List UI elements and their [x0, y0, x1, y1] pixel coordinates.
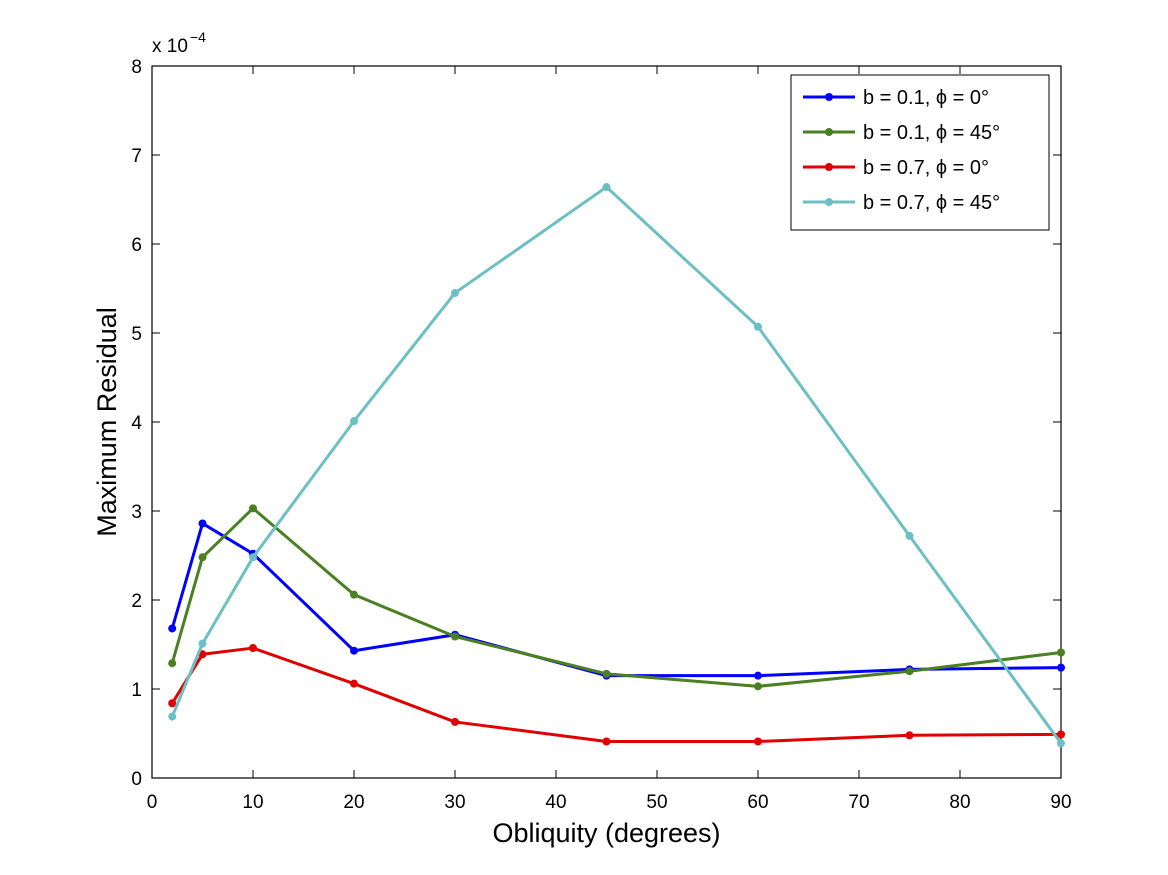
- data-point: [168, 712, 177, 721]
- data-point: [350, 646, 358, 655]
- series-2: [168, 504, 1065, 691]
- legend-label: b = 0.7, ϕ = 0°: [863, 157, 989, 179]
- x-tick-label: 40: [545, 792, 566, 813]
- data-point: [451, 288, 459, 297]
- data-point: [350, 679, 358, 688]
- data-point: [168, 624, 177, 633]
- y-tick-label: 3: [131, 502, 142, 523]
- legend-label: b = 0.1, ϕ = 0°: [863, 87, 989, 109]
- y-axis-label: Maximum Residual: [92, 307, 122, 537]
- x-tick-label: 60: [747, 792, 768, 813]
- data-point: [602, 737, 611, 746]
- data-point: [198, 553, 207, 562]
- y-tick-label: 6: [131, 235, 142, 256]
- x-tick-label: 90: [1050, 792, 1071, 813]
- y-tick-label: 4: [131, 413, 142, 434]
- legend: b = 0.1, ϕ = 0° b = 0.1, ϕ = 45° b = 0.7, …: [790, 74, 1050, 231]
- legend-box: [790, 74, 1050, 231]
- data-point: [249, 644, 257, 653]
- legend-entry: b = 0.1, ϕ = 45°: [803, 122, 1000, 144]
- data-point: [905, 531, 914, 540]
- legend-entry: b = 0.1, ϕ = 0°: [803, 87, 989, 109]
- series-3: [168, 644, 1065, 746]
- legend-marker: [825, 128, 833, 136]
- series-layer: [168, 183, 1065, 748]
- x-tick-label: 20: [343, 792, 364, 813]
- legend-marker: [825, 198, 833, 206]
- y-axis-multiplier: x 10 −4: [152, 29, 206, 57]
- data-point: [1057, 663, 1065, 672]
- data-point: [602, 669, 611, 678]
- x-tick-label: 80: [949, 792, 970, 813]
- data-point: [350, 417, 358, 426]
- legend-marker: [825, 163, 833, 171]
- y-tick-label: 5: [131, 324, 142, 345]
- y-tick-label: 1: [131, 680, 142, 701]
- x-tick-label: 10: [242, 792, 263, 813]
- y-tick-label: 8: [131, 57, 142, 78]
- data-point: [350, 590, 358, 599]
- data-point: [168, 699, 177, 708]
- legend-entry: b = 0.7, ϕ = 45°: [803, 192, 1000, 214]
- data-point: [198, 519, 207, 528]
- y-multiplier-base: x 10: [152, 36, 188, 57]
- axis-ticks: 0 10 20 30 40 50 60 70 80 90 0 1 2 3 4 5 6 7 8: [131, 57, 1071, 813]
- data-point: [451, 717, 459, 726]
- x-tick-label: 70: [848, 792, 869, 813]
- data-point: [1057, 730, 1065, 739]
- x-tick-label: 0: [147, 792, 158, 813]
- legend-marker: [825, 93, 833, 101]
- data-point: [1057, 648, 1065, 657]
- x-tick-label: 30: [444, 792, 465, 813]
- data-point: [602, 183, 611, 192]
- y-tick-label: 2: [131, 591, 142, 612]
- data-point: [451, 632, 459, 641]
- y-tick-label: 7: [131, 146, 142, 167]
- data-point: [1057, 739, 1065, 748]
- y-multiplier-exponent: −4: [190, 29, 206, 45]
- data-point: [198, 639, 207, 648]
- x-axis-label: Obliquity (degrees): [492, 818, 720, 848]
- data-point: [905, 667, 914, 676]
- data-point: [249, 504, 257, 513]
- data-point: [905, 731, 914, 740]
- legend-label: b = 0.1, ϕ = 45°: [863, 122, 1000, 144]
- data-point: [168, 659, 177, 668]
- y-tick-label: 0: [131, 769, 142, 790]
- data-point: [754, 682, 762, 691]
- legend-label: b = 0.7, ϕ = 45°: [863, 192, 1000, 214]
- data-point: [249, 553, 257, 562]
- data-point: [754, 737, 762, 746]
- data-point: [754, 671, 762, 680]
- legend-entry: b = 0.7, ϕ = 0°: [803, 157, 989, 179]
- series-4: [168, 183, 1065, 748]
- x-tick-label: 50: [646, 792, 667, 813]
- data-point: [754, 322, 762, 331]
